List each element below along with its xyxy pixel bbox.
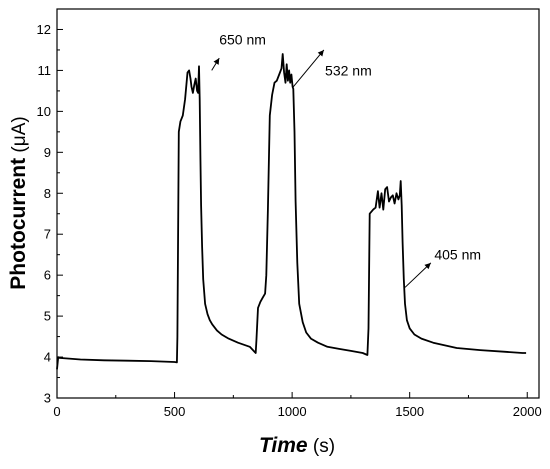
plot-frame: [56, 8, 540, 399]
y-tick-label: 11: [38, 63, 52, 78]
y-tick-label: 9: [44, 145, 51, 160]
y-tick-label: 4: [44, 350, 51, 365]
annotation-label: 650 nm: [219, 32, 266, 48]
y-axis-title: Photocurrent (μA): [7, 116, 30, 289]
tick-labels: 0 500 1000 1500 2000 3 4 5 6 7 8 9 10 11 12: [37, 22, 542, 419]
y-tick-label: 8: [44, 186, 51, 201]
y-tick-label: 7: [44, 227, 51, 242]
annotation-label: 532 nm: [325, 62, 372, 78]
x-tick-label: 1000: [278, 404, 307, 419]
series-line: [56, 53, 527, 370]
y-axis-title-main: Photocurrent: [7, 158, 30, 290]
annotation-arrowhead: [213, 58, 220, 65]
annotation-arrowhead: [424, 262, 431, 270]
y-tick-label: 6: [44, 268, 51, 283]
annotations: 650 nm 532 nm 405 nm: [211, 32, 481, 288]
x-axis-title: Time (s): [259, 434, 335, 457]
x-tick-label: 1500: [395, 404, 424, 419]
y-tick-label: 12: [37, 22, 51, 37]
annotation-arrowhead: [317, 49, 324, 57]
x-tick-label: 0: [53, 404, 60, 419]
annotation-label: 405 nm: [434, 247, 481, 263]
annotation-arrow: [292, 49, 325, 88]
x-tick-label: 500: [164, 404, 186, 419]
y-tick-label: 3: [44, 391, 51, 406]
y-tick-label: 10: [37, 104, 51, 119]
x-axis-title-unit: (s): [308, 436, 335, 457]
x-tick-label: 2000: [513, 404, 542, 419]
x-axis-title-main: Time: [259, 434, 308, 457]
y-axis-title-unit: (μA): [9, 116, 30, 158]
y-tick-label: 5: [44, 309, 51, 324]
